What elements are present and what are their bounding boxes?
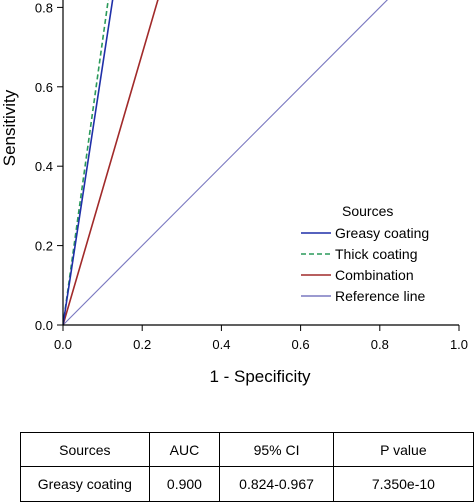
series-line-greasy-coating <box>63 0 114 325</box>
roc-chart: 0.0 0.2 0.4 0.6 0.8 1.0 0.0 0.2 0.4 0.6 0.8 1 - S… <box>0 0 468 386</box>
table-row: Greasy coating 0.900 0.824-0.967 7.350e-… <box>20 466 474 502</box>
series-line-combination <box>63 0 160 325</box>
legend-label: Reference line <box>335 288 425 304</box>
table-header-cell: P value <box>332 432 474 467</box>
y-tick-label: 0.6 <box>35 80 53 95</box>
series-line-reference-line <box>63 0 388 325</box>
table-header-cell: Sources <box>20 432 150 467</box>
x-ticks: 0.0 0.2 0.4 0.6 0.8 1.0 <box>54 325 468 352</box>
axes <box>62 0 459 326</box>
x-tick-label: 0.6 <box>292 337 310 352</box>
x-tick-label: 0.0 <box>54 337 72 352</box>
y-ticks: 0.0 0.2 0.4 0.6 0.8 <box>35 0 63 333</box>
y-tick-label: 0.2 <box>35 239 53 254</box>
x-axis-title: 1 - Specificity <box>209 367 311 386</box>
legend-label: Combination <box>335 267 414 283</box>
legend-title: Sources <box>342 203 393 219</box>
table-header-cell: 95% CI <box>219 432 334 467</box>
legend-label: Thick coating <box>335 246 417 262</box>
y-tick-label: 0.8 <box>35 0 53 15</box>
series-line-thick-coating <box>63 0 110 325</box>
y-axis-title: Sensitivity <box>0 89 19 166</box>
plot-area <box>63 0 388 325</box>
table-cell: 0.900 <box>148 466 221 502</box>
results-table: Sources AUC 95% CI P value Greasy coatin… <box>20 432 474 502</box>
table-header-cell: AUC <box>148 432 221 467</box>
legend: Sources Greasy coating Thick coating Combi… <box>301 203 429 304</box>
table-cell: 7.350e-10 <box>332 466 474 502</box>
table-cell: Greasy coating <box>20 466 150 502</box>
table-header-row: Sources AUC 95% CI P value <box>20 432 474 467</box>
y-tick-label: 0.4 <box>35 159 53 174</box>
table-cell: 0.824-0.967 <box>219 466 334 502</box>
y-tick-label: 0.0 <box>35 318 53 333</box>
x-tick-label: 0.2 <box>133 337 151 352</box>
legend-label: Greasy coating <box>335 225 429 241</box>
x-tick-label: 0.8 <box>371 337 389 352</box>
x-tick-label: 0.4 <box>212 337 230 352</box>
x-tick-label: 1.0 <box>450 337 468 352</box>
